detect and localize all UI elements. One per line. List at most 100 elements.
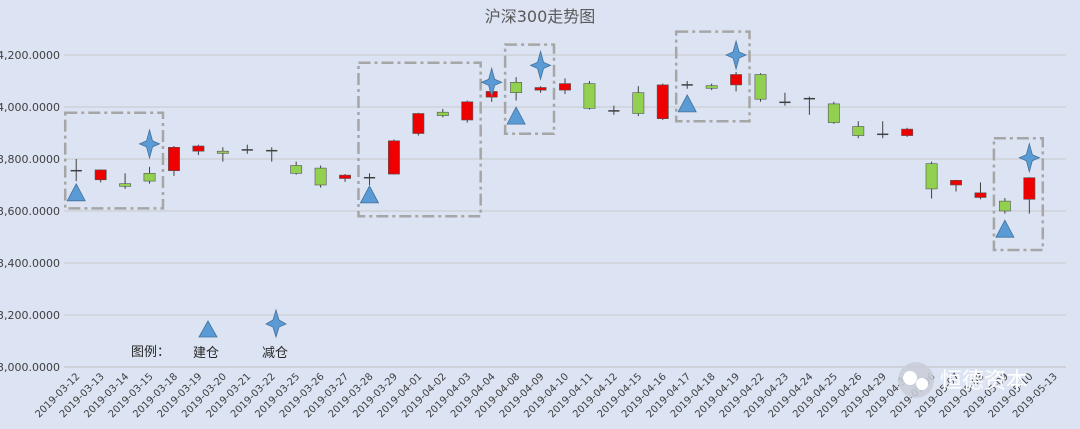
candle [974,182,987,200]
highlight-box [357,61,482,218]
y-tick-label: 3,400.0000 [0,257,60,270]
y-tick-label: 3,800.0000 [0,153,60,166]
candle-body [339,174,351,179]
candle-body [192,145,205,152]
grid-lines [64,54,1066,368]
candle [827,101,840,124]
sell-marker [1018,142,1041,174]
candle-body [632,92,645,114]
candle [608,105,620,115]
candle [290,161,303,175]
candle [681,81,693,89]
sell-marker [725,39,748,71]
highlight-boxes [63,30,1045,252]
candle [852,121,865,139]
trade-markers [66,39,1041,238]
candle-body [901,128,914,136]
buy-marker [995,219,1015,238]
candle [998,198,1011,214]
highlight-box [992,136,1045,252]
y-tick-label: 3,200.0000 [0,309,60,322]
y-tick-label: 4,200.0000 [0,49,60,62]
candle-body [168,147,180,172]
candle-body [314,167,327,186]
candle [950,179,962,192]
sell-marker [529,49,552,81]
watermark: 恒德资本 [898,362,1028,398]
wechat-bubble-right [916,378,928,390]
buy-marker [66,182,86,202]
candle-body [656,84,669,120]
candle [754,73,767,102]
candle [461,100,474,123]
candle [94,169,107,183]
candle-body [1023,177,1036,200]
candle-body [730,74,742,86]
candle [143,166,156,184]
buy-marker [359,185,380,204]
legend: 图例： 建仓 减仓 [131,308,288,361]
candle [363,173,376,185]
candle-body [412,113,425,134]
candle [779,92,791,106]
candle [266,147,278,162]
candle [925,161,938,199]
candle [192,144,205,156]
candle [1023,177,1036,214]
candle-body [950,180,962,186]
y-axis: 3,000.0000 3,200.0000 3,400.0000 3,600.0000… [0,49,60,374]
highlight-box [63,111,165,210]
candle [510,77,523,101]
candle-body [705,85,718,89]
candle [436,109,449,118]
candle-body [925,163,938,190]
y-tick-label: 3,000.0000 [0,361,60,374]
candle [877,121,889,139]
candle [705,83,718,91]
sell-star-icon [265,308,287,339]
candle-body [852,126,865,136]
legend-buy-label: 建仓 [193,346,219,361]
candle-body [998,200,1011,212]
legend-sell-label: 减仓 [262,346,288,361]
candle-body [119,183,132,187]
candle [168,146,180,176]
candle-body [143,173,156,182]
candle [534,86,547,93]
candle-body [388,140,400,175]
candle-body [754,74,767,100]
candle [803,96,816,115]
legend-label: 图例： [131,345,170,360]
candle [339,174,351,182]
chart-title: 沪深300走势图 [485,7,596,26]
candle [901,127,914,137]
buy-marker [506,106,526,125]
candle [70,159,82,182]
candle-body [827,103,840,123]
candle [730,71,742,92]
sell-marker [138,128,161,160]
candle-body [290,165,303,174]
y-tick-label: 3,600.0000 [0,205,60,218]
candle [559,78,571,94]
candle-body [436,111,449,116]
candle-body [974,192,987,198]
watermark-text: 恒德资本 [940,369,1028,394]
candle [388,139,400,175]
candle [216,147,229,162]
candle [119,173,132,189]
highlight-box [674,30,751,123]
wechat-bubble-left [903,371,917,385]
candle [656,83,669,120]
candle [583,81,596,110]
candle-body [461,101,474,121]
candle-body [534,87,547,91]
y-tick-label: 4,000.0000 [0,101,60,114]
candle [632,86,645,117]
candle [314,165,327,188]
candle [241,144,253,154]
highlight-box [503,43,556,136]
candle-body [559,83,571,91]
candle [412,112,425,136]
